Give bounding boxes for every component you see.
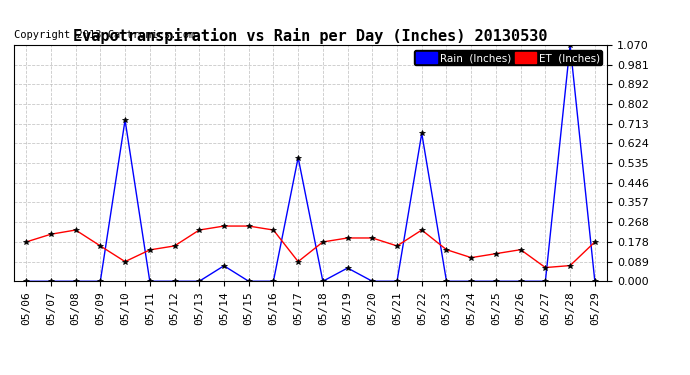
Title: Evapotranspiration vs Rain per Day (Inches) 20130530: Evapotranspiration vs Rain per Day (Inch… <box>73 28 548 44</box>
Legend: Rain  (Inches), ET  (Inches): Rain (Inches), ET (Inches) <box>415 50 602 65</box>
Text: Copyright 2013 Cartronics.com: Copyright 2013 Cartronics.com <box>14 30 195 40</box>
